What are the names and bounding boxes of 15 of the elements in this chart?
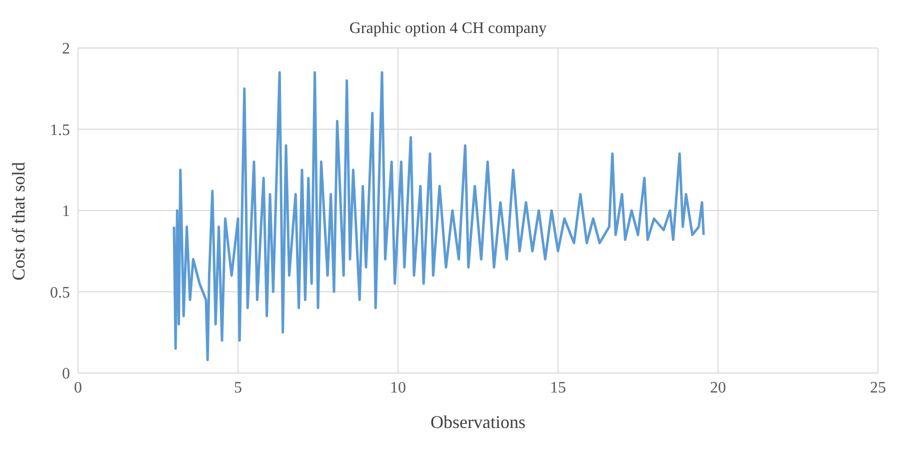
y-tick-label: 2 <box>62 40 70 58</box>
x-tick-label: 0 <box>74 379 82 396</box>
x-tick-label: 25 <box>870 379 886 396</box>
x-tick-label: 20 <box>710 379 726 396</box>
y-tick-label: 1 <box>62 203 70 220</box>
x-tick-label: 10 <box>390 379 406 396</box>
line-series <box>172 71 705 362</box>
x-tick-label: 15 <box>550 379 566 396</box>
chart-title: Graphic option 4 CH company <box>348 19 548 38</box>
y-tick-label: 1.5 <box>50 122 70 139</box>
y-axis-title: Cost of that sold <box>8 162 28 280</box>
x-axis-title: Observations <box>430 412 526 432</box>
x-tick-label: 5 <box>234 379 242 396</box>
y-tick-label: 0 <box>62 366 70 383</box>
y-tick-label: 0.5 <box>50 284 70 302</box>
